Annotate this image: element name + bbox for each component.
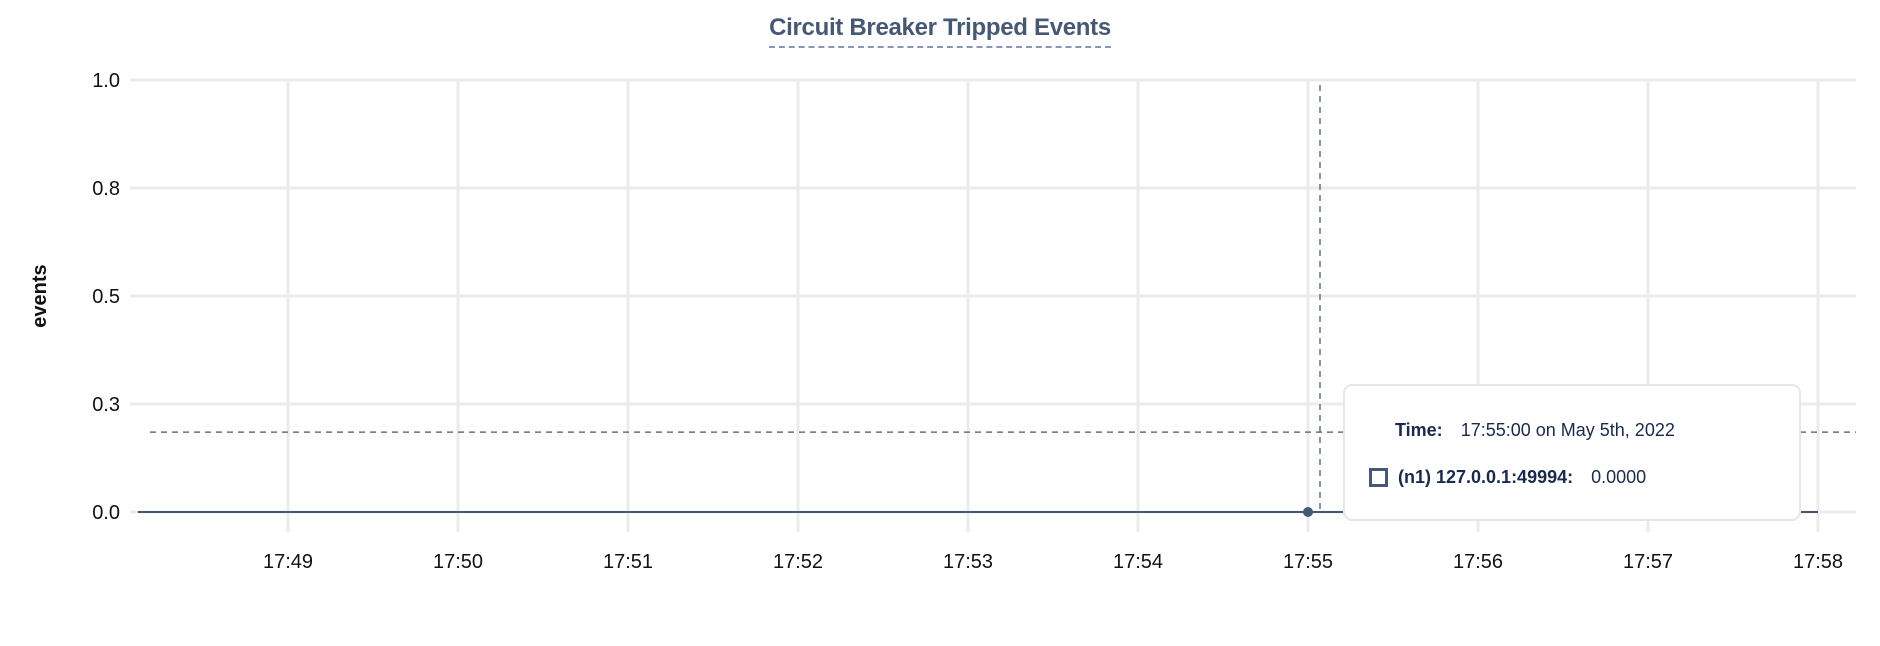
x-tick-label: 17:58 [1793, 551, 1843, 573]
y-tick-label: 1.0 [92, 70, 120, 92]
x-tick-label: 17:54 [1113, 551, 1163, 573]
x-tick-label: 17:52 [773, 551, 823, 573]
tooltip-series-label: (n1) 127.0.0.1:49994: [1398, 467, 1574, 487]
tooltip-time-label: Time: [1395, 420, 1443, 440]
x-tick-label: 17:51 [603, 551, 653, 573]
chart-title[interactable]: Circuit Breaker Tripped Events [769, 14, 1111, 48]
tooltip-series-value: 0.0000 [1591, 467, 1647, 487]
x-tick-label: 17:56 [1453, 551, 1503, 573]
chart-title-container: Circuit Breaker Tripped Events [0, 14, 1880, 48]
x-tick-label: 17:53 [943, 551, 993, 573]
y-tick-label: 0.0 [92, 502, 120, 524]
x-tick-label: 17:55 [1283, 551, 1333, 573]
x-tick-label: 17:57 [1623, 551, 1673, 573]
tooltip-time: Time: 17:55:00 on May 5th, 2022 [1395, 420, 1675, 441]
y-tick-label: 0.3 [92, 394, 120, 416]
x-tick-label: 17:49 [263, 551, 313, 573]
tooltip-time-value: 17:55:00 on May 5th, 2022 [1460, 420, 1675, 440]
y-axis-label: events [29, 264, 51, 327]
series-swatch-icon [1369, 468, 1388, 487]
y-tick-label: 0.8 [92, 178, 120, 200]
x-tick-label: 17:50 [433, 551, 483, 573]
tooltip: Time: 17:55:00 on May 5th, 2022 (n1) 127.… [1343, 384, 1801, 521]
tooltip-series: (n1) 127.0.0.1:49994: 0.0000 [1369, 467, 1646, 488]
hover-point [1303, 507, 1313, 517]
y-tick-label: 0.5 [92, 286, 120, 308]
